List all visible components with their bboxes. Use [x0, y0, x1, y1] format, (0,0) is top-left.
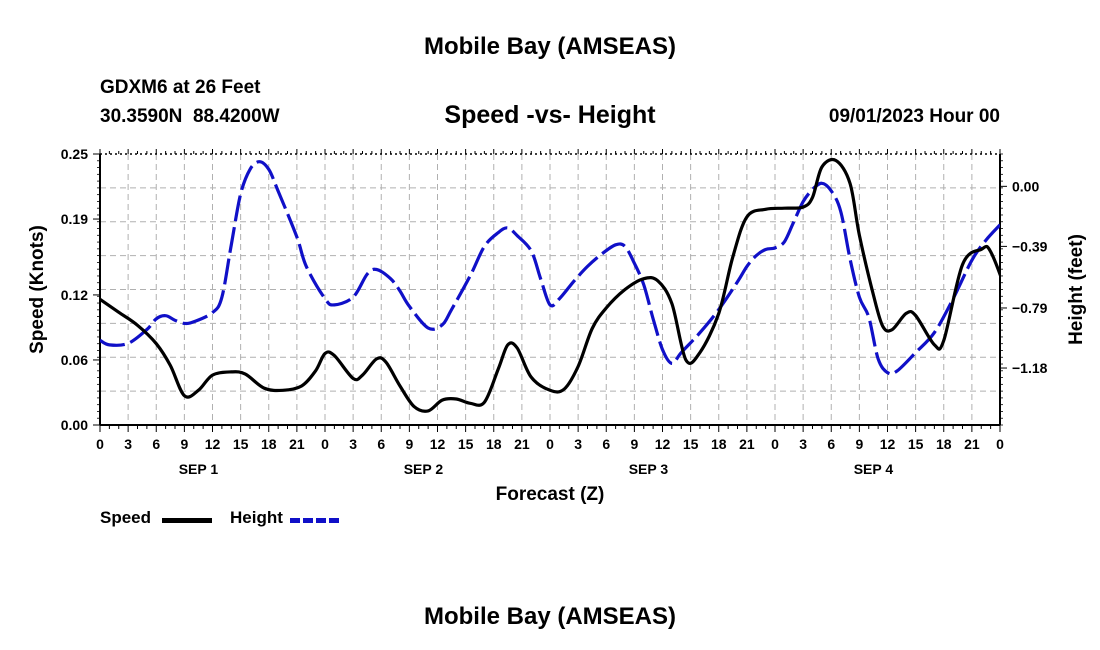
x-tick-label: 21 — [964, 436, 980, 452]
x-tick-label: 21 — [514, 436, 530, 452]
x-tick-label: 12 — [880, 436, 896, 452]
y-left-tick-label: 0.25 — [61, 146, 88, 162]
x-tick-label: 3 — [799, 436, 807, 452]
datetime-label: 09/01/2023 Hour 00 — [828, 106, 1000, 127]
y-left-tick-label: 0.12 — [61, 287, 88, 303]
x-tick-label: 18 — [711, 436, 727, 452]
legend-height-swatch — [290, 518, 342, 523]
x-tick-label: 9 — [180, 436, 188, 452]
x-tick-label: 12 — [655, 436, 671, 452]
x-tick-label: 15 — [233, 436, 249, 452]
x-tick-label: 3 — [124, 436, 132, 452]
x-tick-label: 21 — [739, 436, 755, 452]
y-left-tick-label: 0.19 — [61, 211, 88, 227]
x-tick-label: 9 — [405, 436, 413, 452]
x-tick-label: 6 — [827, 436, 835, 452]
y-left-axis-title: Speed (Knots) — [27, 225, 48, 354]
x-tick-label: 0 — [771, 436, 779, 452]
height-series-line — [100, 160, 1000, 376]
x-tick-label: 6 — [377, 436, 385, 452]
speed-series-line — [100, 157, 1000, 413]
y-right-tick-label: 0.00 — [1012, 178, 1039, 194]
y-right-tick-label: −0.79 — [1012, 300, 1048, 316]
x-day-label: SEP 1 — [179, 461, 219, 477]
x-tick-label: 0 — [96, 436, 104, 452]
x-tick-label: 6 — [152, 436, 160, 452]
x-day-label: SEP 4 — [854, 461, 894, 477]
station-line: GDXM6 at 26 Feet — [100, 77, 261, 98]
legend-speed-label: Speed — [100, 508, 152, 527]
legend-speed-swatch — [162, 518, 212, 523]
x-tick-label: 9 — [855, 436, 863, 452]
legend-height-label: Height — [230, 508, 283, 527]
x-day-label: SEP 2 — [404, 461, 444, 477]
y-right-tick-label: −0.39 — [1012, 238, 1048, 254]
footer-title: Mobile Bay (AMSEAS) — [423, 603, 677, 630]
x-tick-label: 9 — [630, 436, 638, 452]
y-left-tick-label: 0.06 — [61, 352, 88, 368]
x-tick-label: 15 — [908, 436, 924, 452]
x-tick-label: 3 — [574, 436, 582, 452]
x-tick-label: 12 — [205, 436, 221, 452]
x-tick-label: 21 — [289, 436, 305, 452]
x-tick-label: 0 — [996, 436, 1004, 452]
x-tick-label: 18 — [486, 436, 502, 452]
main-title: Mobile Bay (AMSEAS) — [423, 33, 677, 60]
x-tick-label: 15 — [458, 436, 474, 452]
x-axis-title: Forecast (Z) — [496, 484, 605, 505]
y-right-tick-label: −1.18 — [1012, 360, 1048, 376]
y-left-tick-label: 0.00 — [61, 417, 88, 433]
plot-title: Speed -vs- Height — [444, 101, 656, 129]
x-tick-label: 18 — [261, 436, 277, 452]
x-tick-label: 12 — [430, 436, 446, 452]
x-tick-label: 18 — [936, 436, 952, 452]
coords-line: 30.3590N 88.4200W — [100, 106, 280, 127]
x-tick-label: 0 — [321, 436, 329, 452]
x-day-label: SEP 3 — [629, 461, 669, 477]
x-tick-label: 6 — [602, 436, 610, 452]
x-tick-label: 15 — [683, 436, 699, 452]
y-right-axis-title: Height (feet) — [1066, 234, 1087, 345]
x-tick-label: 3 — [349, 436, 357, 452]
x-tick-label: 0 — [546, 436, 554, 452]
